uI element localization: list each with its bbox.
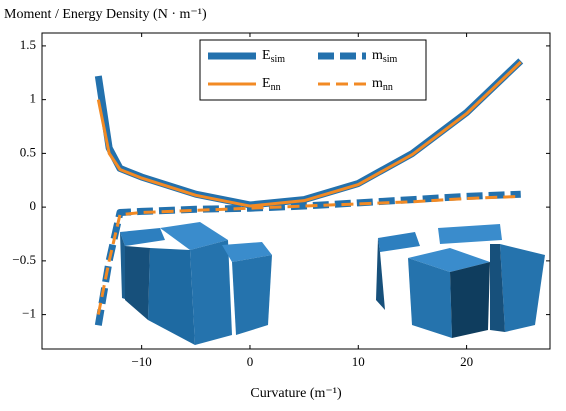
y-tick-label: 0.5: [20, 144, 36, 159]
y-tick-label: −1: [22, 306, 36, 321]
blocks-left: [120, 222, 272, 345]
y-tick-label: −0.5: [12, 252, 36, 267]
x-tick-label: 20: [460, 354, 473, 369]
x-tick-label: 10: [352, 354, 365, 369]
legend-box: [199, 39, 427, 101]
chart-title: Moment / Energy Density (N · m⁻¹): [4, 7, 207, 22]
blocks-right: [376, 224, 545, 338]
y-tick-label: 0: [30, 198, 37, 213]
legend-label: Esim: [262, 48, 285, 65]
series-line: [96, 60, 522, 208]
legend-label: mnn: [372, 76, 393, 93]
series-line: [94, 190, 521, 326]
y-tick-label: 1: [30, 91, 37, 106]
x-axis-label: Curvature (m⁻¹): [250, 386, 342, 401]
legend-label: msim: [372, 48, 398, 65]
plot-frame: [41, 32, 551, 350]
x-tick-label: −10: [131, 354, 151, 369]
legend-label: Enn: [262, 76, 281, 93]
legend: Esim msim Enn mnn: [199, 39, 427, 101]
x-tick-label: 0: [247, 354, 254, 369]
y-tick-label: 1.5: [20, 37, 36, 52]
